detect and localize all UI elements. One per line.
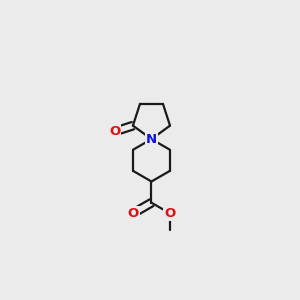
Text: N: N xyxy=(146,133,157,146)
Text: O: O xyxy=(109,125,120,138)
Text: O: O xyxy=(164,207,176,220)
Text: O: O xyxy=(128,207,139,220)
